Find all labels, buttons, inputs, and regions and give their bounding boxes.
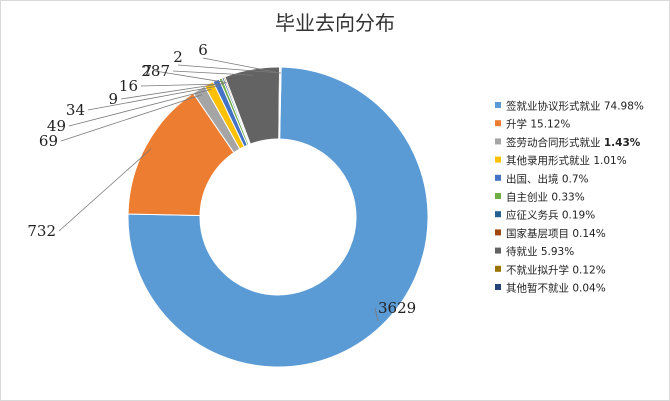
slice-11 — [278, 66, 282, 140]
legend-item-8: 国家基层项目 0.14% — [506, 227, 606, 240]
leader-line-7 — [120, 82, 226, 100]
leader-line-11 — [177, 64, 281, 74]
leader-line-4 — [68, 88, 212, 127]
legend-item-5: 出国、出境 0.7% — [506, 172, 589, 185]
legend-item-10: 不就业拟升学 0.12% — [506, 263, 606, 276]
data-label-8: 7 — [142, 62, 152, 80]
data-label-6: 16 — [119, 77, 138, 95]
leader-line-3 — [60, 94, 203, 142]
legend-item-11: 其他暂不就业 0.04% — [506, 282, 606, 295]
leader-line-8 — [154, 70, 227, 83]
legend-swatch-6 — [495, 193, 501, 199]
legend-item-2: 升学 15.12% — [506, 118, 570, 131]
chart-title: 毕业去向分布 — [275, 11, 395, 35]
data-label-3: 69 — [39, 132, 58, 150]
legend-swatch-5 — [495, 174, 501, 181]
legend-item-3: 签劳动合同形式就业 1.43% — [506, 136, 641, 149]
data-label-5: 34 — [66, 101, 85, 119]
legend-swatch-4 — [495, 156, 501, 163]
legend-swatch-1 — [495, 102, 501, 108]
donut-slices — [127, 66, 429, 368]
legend-swatch-8 — [495, 229, 501, 236]
leader-line-6 — [140, 83, 223, 87]
leader-line-5 — [87, 85, 219, 111]
legend-item-9: 待就业 5.93% — [506, 245, 574, 258]
data-label-1: 3629 — [378, 299, 416, 317]
leader-line-10 — [202, 57, 281, 74]
legend-item-7: 应征义务兵 0.19% — [506, 209, 595, 222]
legend-swatch-2 — [495, 120, 501, 127]
data-label-7: 9 — [108, 90, 118, 108]
leader-lines — [58, 57, 379, 321]
legend-swatch-7 — [495, 211, 501, 218]
data-label-4: 49 — [47, 117, 66, 135]
legend: 签就业协议形式就业 74.98% 升学 15.12% 签劳动合同形式就业 1.43%… — [495, 100, 644, 295]
legend-swatch-9 — [495, 247, 501, 254]
data-label-9: 287 — [141, 62, 170, 80]
legend-swatch-10 — [495, 265, 501, 272]
legend-item-1: 签就业协议形式就业 74.98% — [506, 100, 644, 113]
leader-line-2 — [58, 148, 152, 232]
data-label-11: 2 — [173, 48, 183, 66]
data-label-10: 6 — [198, 41, 208, 59]
legend-item-6: 自主创业 0.33% — [506, 191, 585, 204]
data-label-2: 732 — [27, 222, 56, 240]
legend-item-4: 其他录用形式就业 1.01% — [506, 154, 627, 167]
leader-line-1 — [374, 307, 379, 321]
legend-swatch-11 — [495, 284, 501, 290]
slice-1 — [127, 66, 429, 368]
leader-line-9 — [172, 70, 253, 76]
legend-swatch-3 — [495, 138, 501, 145]
